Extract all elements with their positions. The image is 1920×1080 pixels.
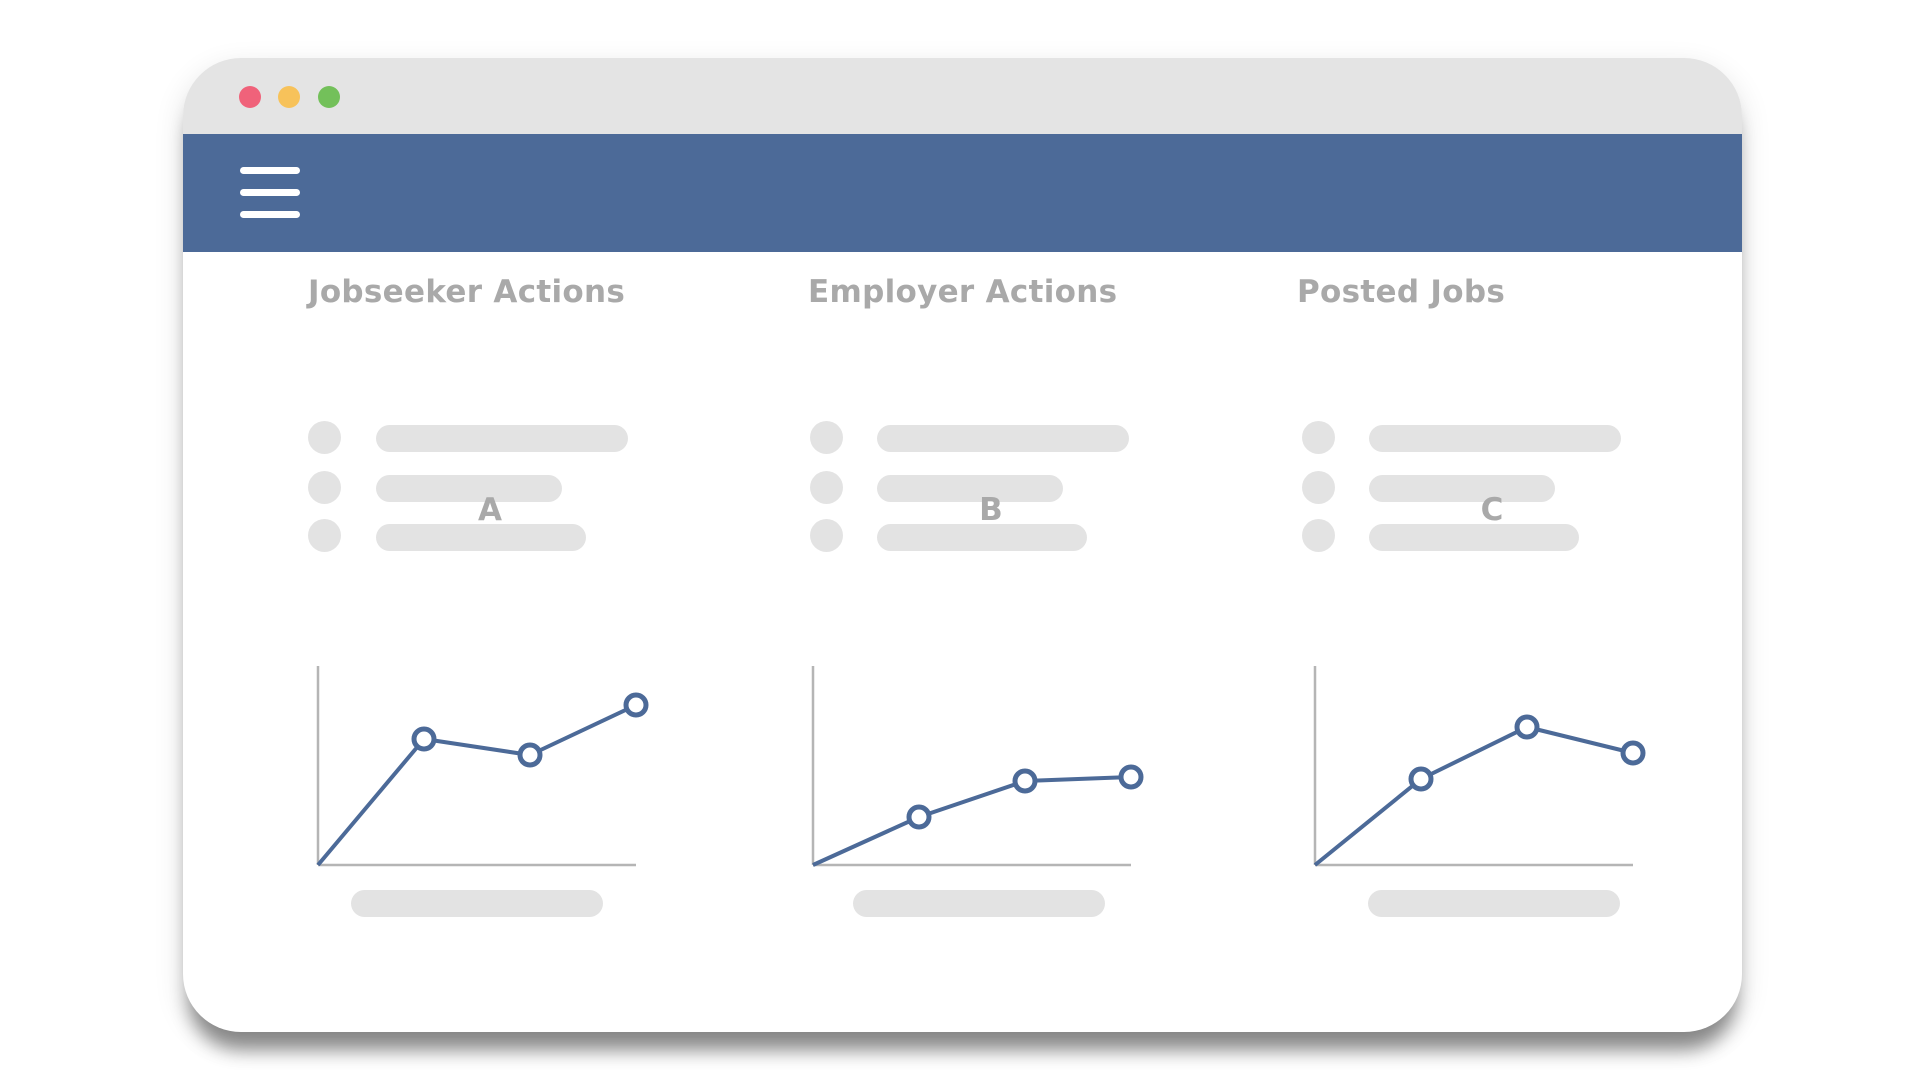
- section-title-posted-jobs: Posted Jobs: [1297, 274, 1506, 310]
- list-item-bullet: [308, 519, 341, 552]
- list-item-bullet: [1302, 519, 1335, 552]
- chart-caption-placeholder: [1368, 890, 1620, 917]
- list-item-placeholder: [376, 524, 586, 551]
- list-item-placeholder: [1369, 425, 1621, 452]
- list-item-bullet: [810, 471, 843, 504]
- data-point: [623, 692, 649, 718]
- list-item-placeholder: [1369, 524, 1579, 551]
- list-item-bullet: [308, 471, 341, 504]
- data-point: [1514, 714, 1540, 740]
- series-line: [316, 703, 637, 867]
- list-item-placeholder: [376, 425, 628, 452]
- list-item-bullet: [308, 421, 341, 454]
- list-item-bullet: [810, 421, 843, 454]
- section-title-jobseeker: Jobseeker Actions: [308, 274, 626, 310]
- list-item-bullet: [1302, 471, 1335, 504]
- series-line: [1313, 725, 1634, 867]
- list-item-placeholder: [1369, 475, 1555, 502]
- app-header: [183, 134, 1742, 252]
- list-item-bullet: [810, 519, 843, 552]
- data-point: [411, 726, 437, 752]
- data-point: [1118, 764, 1144, 790]
- list-item-placeholder: [877, 524, 1087, 551]
- minimize-button[interactable]: [278, 86, 300, 108]
- chart-label-a: A: [478, 492, 502, 528]
- data-point: [1408, 766, 1434, 792]
- hamburger-menu-icon[interactable]: [240, 167, 300, 219]
- chart-caption-placeholder: [853, 890, 1105, 917]
- close-button[interactable]: [239, 86, 261, 108]
- maximize-button[interactable]: [318, 86, 340, 108]
- list-item-placeholder: [376, 475, 562, 502]
- window-titlebar: [183, 58, 1742, 134]
- list-item-placeholder: [877, 475, 1063, 502]
- chart-caption-placeholder: [351, 890, 603, 917]
- chart-label-b: B: [979, 492, 1003, 528]
- data-point: [906, 804, 932, 830]
- series-line: [812, 775, 1132, 867]
- list-item-placeholder: [877, 425, 1129, 452]
- data-point: [517, 742, 543, 768]
- data-point: [1620, 740, 1646, 766]
- section-title-employer: Employer Actions: [808, 274, 1118, 310]
- data-point: [1012, 768, 1038, 794]
- line-chart-c: [1313, 666, 1646, 867]
- list-item-bullet: [1302, 421, 1335, 454]
- chart-label-c: C: [1480, 492, 1504, 528]
- line-chart-a: [316, 666, 649, 867]
- line-chart-b: [811, 666, 1144, 867]
